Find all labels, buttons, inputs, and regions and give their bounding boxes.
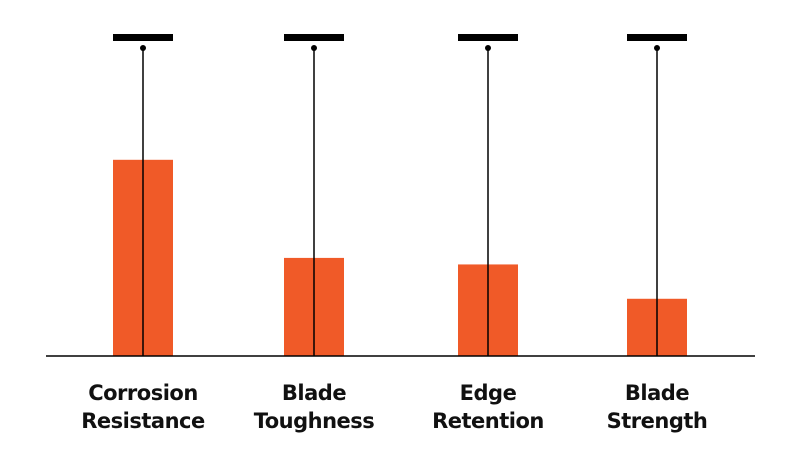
category-label-line: Corrosion — [88, 381, 198, 405]
category-labels: Corrosion Resistance Blade Toughness Edge Ret… — [81, 381, 708, 433]
whisker-dot-2 — [311, 45, 317, 51]
bars-layer — [113, 159, 687, 356]
category-label-3: Edge Retention — [432, 381, 544, 433]
whisker-dot-3 — [485, 45, 491, 51]
category-label-line: Edge — [460, 381, 517, 405]
category-label-line: Blade — [282, 381, 346, 405]
category-label-line: Blade — [625, 381, 689, 405]
whisker-cap-2 — [284, 34, 344, 41]
whisker-cap-3 — [458, 34, 518, 41]
whisker-dot-1 — [140, 45, 146, 51]
whiskers-layer — [113, 34, 687, 356]
category-label-4: Blade Strength — [607, 381, 708, 433]
whisker-cap-1 — [113, 34, 173, 41]
whisker-cap-4 — [627, 34, 687, 41]
category-label-line: Retention — [432, 409, 544, 433]
category-label-line: Toughness — [254, 409, 375, 433]
whisker-dot-4 — [654, 45, 660, 51]
category-label-1: Corrosion Resistance — [81, 381, 205, 433]
category-label-line: Strength — [607, 409, 708, 433]
category-label-line: Resistance — [81, 409, 205, 433]
category-label-2: Blade Toughness — [254, 381, 375, 433]
